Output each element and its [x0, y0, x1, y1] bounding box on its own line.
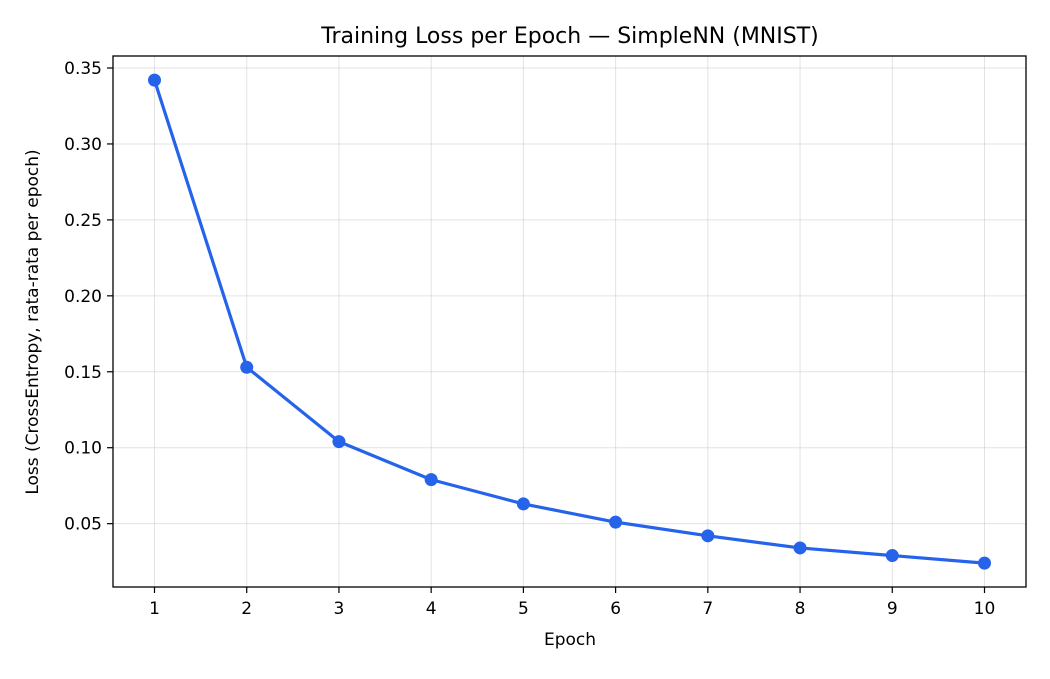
y-tick-label: 0.10	[64, 439, 102, 459]
x-tick-label: 3	[334, 599, 345, 619]
data-point	[793, 541, 807, 555]
data-point	[240, 360, 254, 374]
grid-layer	[113, 56, 1026, 587]
data-point	[516, 497, 530, 511]
data-point	[885, 549, 899, 563]
marker-layer	[148, 73, 991, 570]
x-tick-label: 8	[795, 599, 806, 619]
y-tick-label: 0.30	[64, 135, 102, 155]
x-axis-label: Epoch	[544, 630, 596, 650]
x-tick-label: 7	[702, 599, 713, 619]
x-tick-label: 10	[974, 599, 996, 619]
y-tick-label: 0.20	[64, 287, 102, 307]
data-point	[332, 435, 346, 449]
x-tick-label: 5	[518, 599, 529, 619]
plot-frame	[112, 55, 1027, 588]
x-tick-label: 4	[426, 599, 437, 619]
x-tick-label: 9	[887, 599, 898, 619]
y-tick-label: 0.35	[64, 59, 102, 79]
data-point	[424, 473, 438, 487]
y-tick-label: 0.05	[64, 515, 102, 535]
x-tick-label: 1	[149, 599, 160, 619]
data-point	[978, 556, 991, 570]
loss-series-line	[152, 78, 987, 565]
chart-title: Training Loss per Epoch — SimpleNN (MNIS…	[320, 24, 818, 49]
y-axis-label: Loss (CrossEntropy, rata-rata per epoch)	[23, 149, 43, 494]
x-tick-label: 6	[610, 599, 621, 619]
y-tick-label: 0.25	[64, 211, 102, 231]
data-point	[701, 529, 715, 543]
data-point	[609, 515, 623, 529]
y-tick-label: 0.15	[64, 363, 102, 383]
data-point	[148, 73, 161, 87]
series-layer	[152, 78, 987, 565]
tick-layer: 1 2 3 4 5 6 7 8 9 10 0.05 0.10 0.15 0.20 0.25 0.30 0.35	[64, 59, 995, 619]
x-tick-label: 2	[241, 599, 252, 619]
